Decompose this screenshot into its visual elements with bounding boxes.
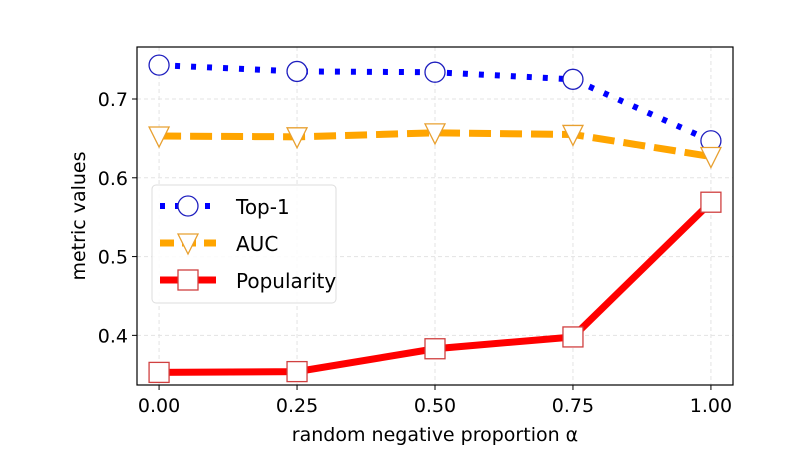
data-point-top-1 (562, 68, 584, 90)
legend-marker-top-1 (177, 195, 199, 217)
y-tick-label: 0.6 (98, 168, 128, 190)
data-point-auc (285, 127, 309, 150)
legend-label-top-1: Top-1 (235, 195, 290, 219)
data-point-popularity (424, 338, 446, 360)
data-point-popularity (148, 361, 170, 384)
x-tick-label: 1.00 (690, 395, 732, 417)
data-point-popularity (562, 326, 584, 348)
y-axis-label: metric values (68, 151, 90, 280)
data-point-auc (561, 124, 585, 147)
x-tick-label: 0.25 (276, 395, 318, 417)
legend-marker-auc (176, 233, 200, 256)
data-point-auc (148, 126, 171, 149)
data-point-popularity (286, 360, 308, 383)
data-point-popularity (700, 191, 722, 213)
data-point-auc (699, 146, 722, 169)
ticks: 0.00 0.25 0.50 0.75 1.00 0.4 0.5 0.6 0.7 (98, 89, 732, 417)
y-tick-label: 0.5 (98, 247, 128, 269)
legend-label-popularity: Popularity (236, 269, 336, 293)
x-tick-label: 0.75 (552, 395, 594, 417)
x-tick-label: 0.00 (138, 395, 180, 417)
legend: Top-1 AUC Popularity (151, 184, 337, 304)
x-tick-label: 0.50 (414, 395, 456, 417)
data-point-top-1 (286, 60, 308, 83)
series-layer (148, 54, 722, 384)
y-tick-label: 0.4 (98, 325, 128, 347)
x-axis-label: random negative proportion α (292, 424, 578, 446)
legend-label-auc: AUC (236, 232, 278, 256)
legend-marker-popularity (177, 269, 199, 291)
data-point-top-1 (148, 54, 170, 76)
data-point-auc (423, 123, 447, 146)
y-tick-label: 0.7 (98, 89, 128, 111)
data-point-top-1 (424, 61, 446, 83)
